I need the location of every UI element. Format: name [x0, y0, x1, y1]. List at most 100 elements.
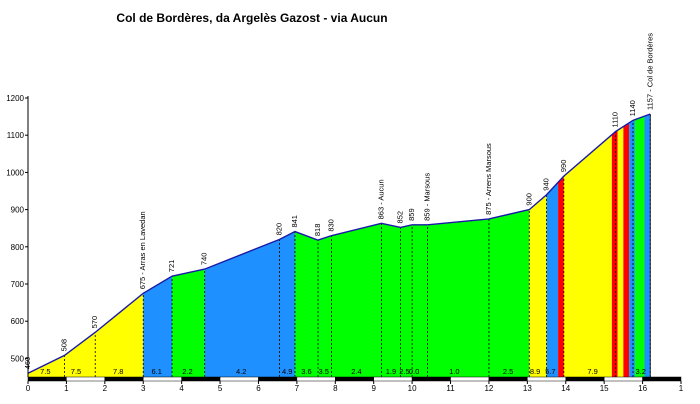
km-bar-1	[66, 376, 106, 382]
segment-fill-9	[611, 130, 618, 377]
segment-fill-6	[546, 182, 559, 377]
km-bar-5	[219, 376, 259, 382]
x-tick-label-14: 14	[561, 384, 570, 393]
y-tick-label-7: 1200	[6, 94, 24, 103]
x-tick-label-16: 16	[638, 384, 647, 393]
point-label-6: 820	[275, 223, 284, 236]
gradient-label-0: 7.5	[40, 367, 50, 376]
profile-line	[27, 113, 651, 374]
gradient-label-4: 2.2	[182, 367, 192, 376]
km-bar-2	[104, 376, 144, 382]
chart-title: Col de Bordères, da Argelès Gazost - via…	[116, 11, 387, 25]
gradient-label-2: 7.8	[113, 367, 123, 376]
km-bar-8	[335, 376, 374, 382]
segment-fill-7	[558, 176, 564, 377]
km-bar-15	[603, 376, 643, 382]
point-label-16: 940	[542, 178, 551, 191]
x-tick-label-8: 8	[333, 384, 338, 393]
segment-fill-1	[143, 276, 173, 377]
point-label-4: 721	[167, 260, 176, 273]
gradient-label-3: 6.1	[151, 367, 161, 376]
y-tick-label-3: 800	[11, 243, 25, 252]
x-tick-label-17: 1	[679, 384, 684, 393]
segment-fill-11	[623, 122, 630, 377]
gradient-label-17: 7.9	[587, 367, 597, 376]
gradient-label-8: 3.5	[319, 367, 329, 376]
gradient-label-13: 1.0	[449, 367, 459, 376]
y-tick-label-2: 700	[11, 280, 25, 289]
x-tick-label-12: 12	[484, 384, 493, 393]
km-bar-4	[181, 376, 221, 382]
gradient-label-11: 2.5	[399, 367, 409, 376]
segment-fill-10	[617, 126, 624, 378]
x-tick-label-1: 1	[64, 384, 69, 393]
profile-fills	[28, 114, 651, 378]
km-bar-9	[373, 376, 413, 382]
segment-fill-12	[629, 119, 635, 378]
x-tick-label-9: 9	[371, 384, 376, 393]
point-label-17: 990	[559, 160, 568, 173]
x-tick-label-4: 4	[179, 384, 184, 393]
km-bar-0	[27, 376, 67, 382]
km-bar-12	[488, 376, 528, 382]
point-label-11: 852	[396, 211, 405, 224]
point-labels: 460508570675 - Arras en Lavedan721740820…	[23, 33, 654, 370]
point-label-9: 830	[326, 219, 335, 232]
km-bar-3	[142, 376, 182, 382]
point-label-1: 508	[59, 339, 68, 352]
y-tick-label-0: 500	[11, 354, 25, 363]
x-tick-label-6: 6	[256, 384, 261, 393]
gradient-label-1: 7.5	[71, 367, 81, 376]
gradient-label-5: 4.2	[236, 367, 246, 376]
gradient-label-15: 8.9	[530, 367, 540, 376]
x-tick-label-15: 15	[600, 384, 609, 393]
gradient-label-7: 3.6	[301, 367, 311, 376]
segment-fill-14	[644, 114, 651, 377]
gradient-label-16: 5.7	[545, 367, 555, 376]
y-tick-label-5: 1000	[6, 168, 24, 177]
point-label-14: 875 - Arrens Marsous	[484, 143, 493, 215]
km-bar-7	[296, 376, 336, 382]
point-label-10: 863 - Aucun	[376, 179, 385, 219]
y-tick-label-6: 1100	[7, 131, 25, 140]
km-bar-16	[642, 376, 682, 382]
x-tick-label-11: 11	[446, 384, 455, 393]
gradient-label-6: 4.9	[282, 367, 292, 376]
km-bar-6	[258, 376, 298, 382]
gradient-label-9: 2.4	[351, 367, 361, 376]
point-label-20: 1157 - Col de Bordères	[645, 33, 654, 110]
gradient-label-14: 2.5	[503, 367, 513, 376]
x-tick-label-0: 0	[26, 384, 31, 393]
x-tick-label-2: 2	[103, 384, 108, 393]
gradient-labels: 7.5 7.5 7.8 6.1 2.2 4.2 4.9 3.6 3.5 2.4 1.9 2.5 0.0 1…	[40, 367, 646, 376]
segment-fill-5	[529, 194, 547, 377]
km-bar-13	[527, 376, 567, 382]
point-label-18: 1110	[611, 112, 620, 128]
point-label-13: 859 - Marsous	[422, 173, 431, 221]
segment-fill-4	[294, 209, 530, 377]
x-tick-label-13: 13	[523, 384, 532, 393]
km-bar-11	[450, 376, 490, 382]
segment-fill-0	[28, 293, 144, 377]
x-tick-label-3: 3	[141, 384, 146, 393]
gradient-label-18: 3.2	[635, 367, 645, 376]
km-bar-10	[411, 376, 451, 382]
distance-markers	[64, 113, 651, 377]
point-label-5: 740	[200, 253, 209, 266]
km-bar-14	[565, 376, 605, 382]
point-label-15: 900	[524, 193, 533, 206]
segment-fill-3	[204, 231, 295, 377]
gradient-label-12: 0.0	[409, 367, 419, 376]
segment-fill-2	[172, 269, 205, 377]
y-tick-label-4: 900	[11, 206, 25, 215]
x-tick-label-5: 5	[218, 384, 223, 393]
point-label-2: 570	[90, 316, 99, 329]
y-tick-label-1: 600	[11, 317, 25, 326]
point-label-12: 859	[407, 208, 416, 221]
point-label-8: 818	[313, 224, 322, 237]
point-label-3: 675 - Arras en Lavedan	[138, 211, 147, 289]
segment-fill-13	[634, 116, 645, 377]
point-label-7: 841	[290, 215, 299, 228]
